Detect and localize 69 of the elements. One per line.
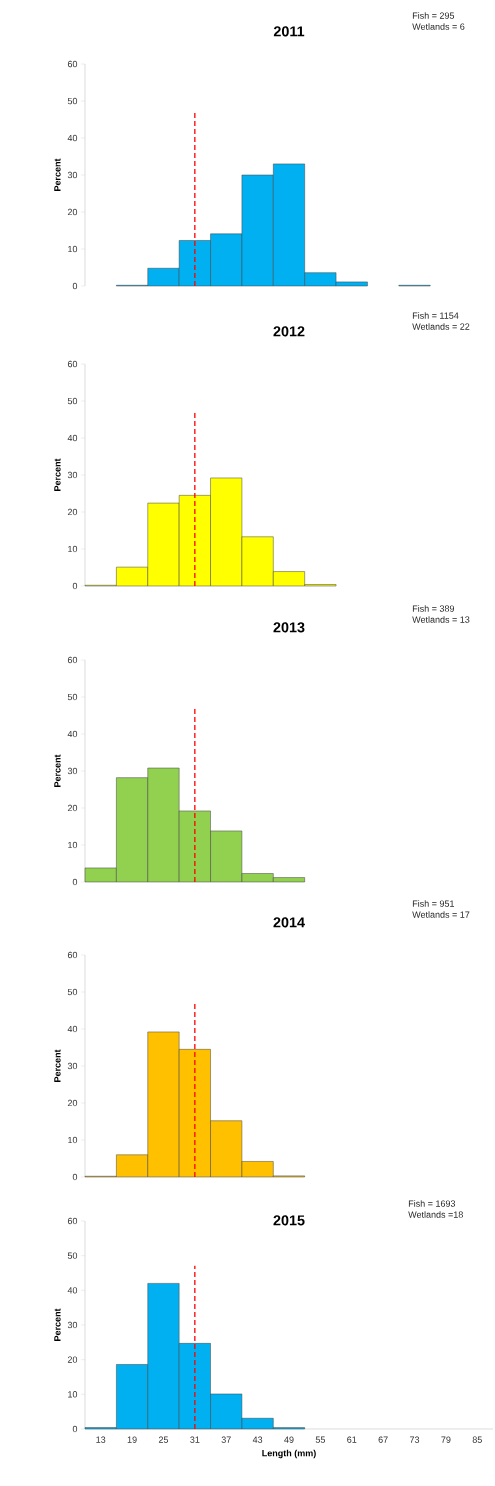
y-tick-label: 40 [67,1025,78,1033]
y-tick-label: 30 [67,1062,78,1070]
chart-title: 2014 [273,917,305,928]
x-tick-label: 73 [409,1436,420,1443]
text: Fish = 295 [412,12,455,19]
text: Wetlands = 22 [412,323,470,330]
text: Wetlands =18 [408,1211,463,1218]
y-axis-title: Percent [54,1308,61,1341]
x-tick-label: 67 [378,1436,388,1443]
y-tick-label: 20 [67,1099,78,1107]
y-tick-label: 10 [68,545,78,553]
y-axis-title: Percent [54,1049,61,1082]
x-tick-label: 49 [284,1436,294,1443]
x-tick-label: 37 [221,1436,231,1443]
y-tick-label: 0 [72,1173,78,1181]
y-tick-label: 50 [67,97,78,105]
y-tick-label: 40 [67,730,78,738]
y-tick-label: 60 [67,360,78,368]
y-tick-label: 50 [67,988,78,996]
text: Fish = 951 [412,900,455,907]
y-tick-label: 10 [68,245,78,253]
y-axis-title: Percent [54,754,61,787]
text: Wetlands = 13 [412,616,470,623]
y-tick-label: 50 [67,1252,78,1259]
y-tick-label: 10 [68,1391,78,1398]
y-tick-label: 10 [68,1136,78,1144]
y-tick-label: 30 [67,767,78,775]
y-tick-label: 50 [67,397,78,405]
y-axis-title: Percent [54,458,61,491]
text: Wetlands = 17 [412,911,470,918]
x-tick-label: 43 [252,1436,263,1443]
y-tick-label: 40 [67,434,78,442]
y-tick-label: 40 [67,134,78,142]
chart-title: 2011 [273,26,305,37]
y-tick-label: 60 [67,656,78,664]
y-tick-label: 0 [72,282,78,290]
y-tick-label: 20 [67,804,78,812]
y-tick-label: 50 [67,693,78,701]
y-tick-label: 0 [72,582,78,590]
y-tick-label: 40 [67,1287,78,1294]
x-tick-label: 25 [158,1436,169,1443]
y-tick-label: 0 [72,1425,78,1433]
y-tick-label: 0 [72,878,78,886]
chart-title: 2015 [273,1215,305,1226]
text: Fish = 389 [412,605,455,612]
x-tick-label: 79 [441,1436,451,1443]
x-tick-label: 19 [127,1436,137,1443]
y-tick-label: 20 [67,208,78,216]
text: Fish = 1154 [412,312,459,319]
y-tick-label: 60 [67,60,78,68]
text: Wetlands = 6 [412,23,465,30]
x-tick-label: 13 [96,1436,106,1443]
x-tick-label: 55 [315,1436,325,1443]
y-tick-label: 10 [68,841,78,849]
y-tick-label: 20 [67,1356,78,1363]
chart-title: 2013 [273,622,305,633]
x-axis-title: Length (mm) [262,1449,316,1459]
y-tick-label: 30 [67,1321,78,1329]
chart-title: 2012 [273,326,305,337]
y-axis-title: Percent [54,158,61,191]
x-tick-label: 61 [347,1436,357,1443]
text: Fish = 1693 [408,1200,456,1207]
y-tick-label: 60 [67,1217,78,1225]
y-tick-label: 30 [67,171,78,179]
x-tick-label: 31 [190,1436,200,1443]
y-tick-label: 30 [67,471,78,479]
x-tick-label: 85 [472,1436,482,1443]
y-tick-label: 20 [67,508,78,516]
y-tick-label: 60 [67,951,78,959]
